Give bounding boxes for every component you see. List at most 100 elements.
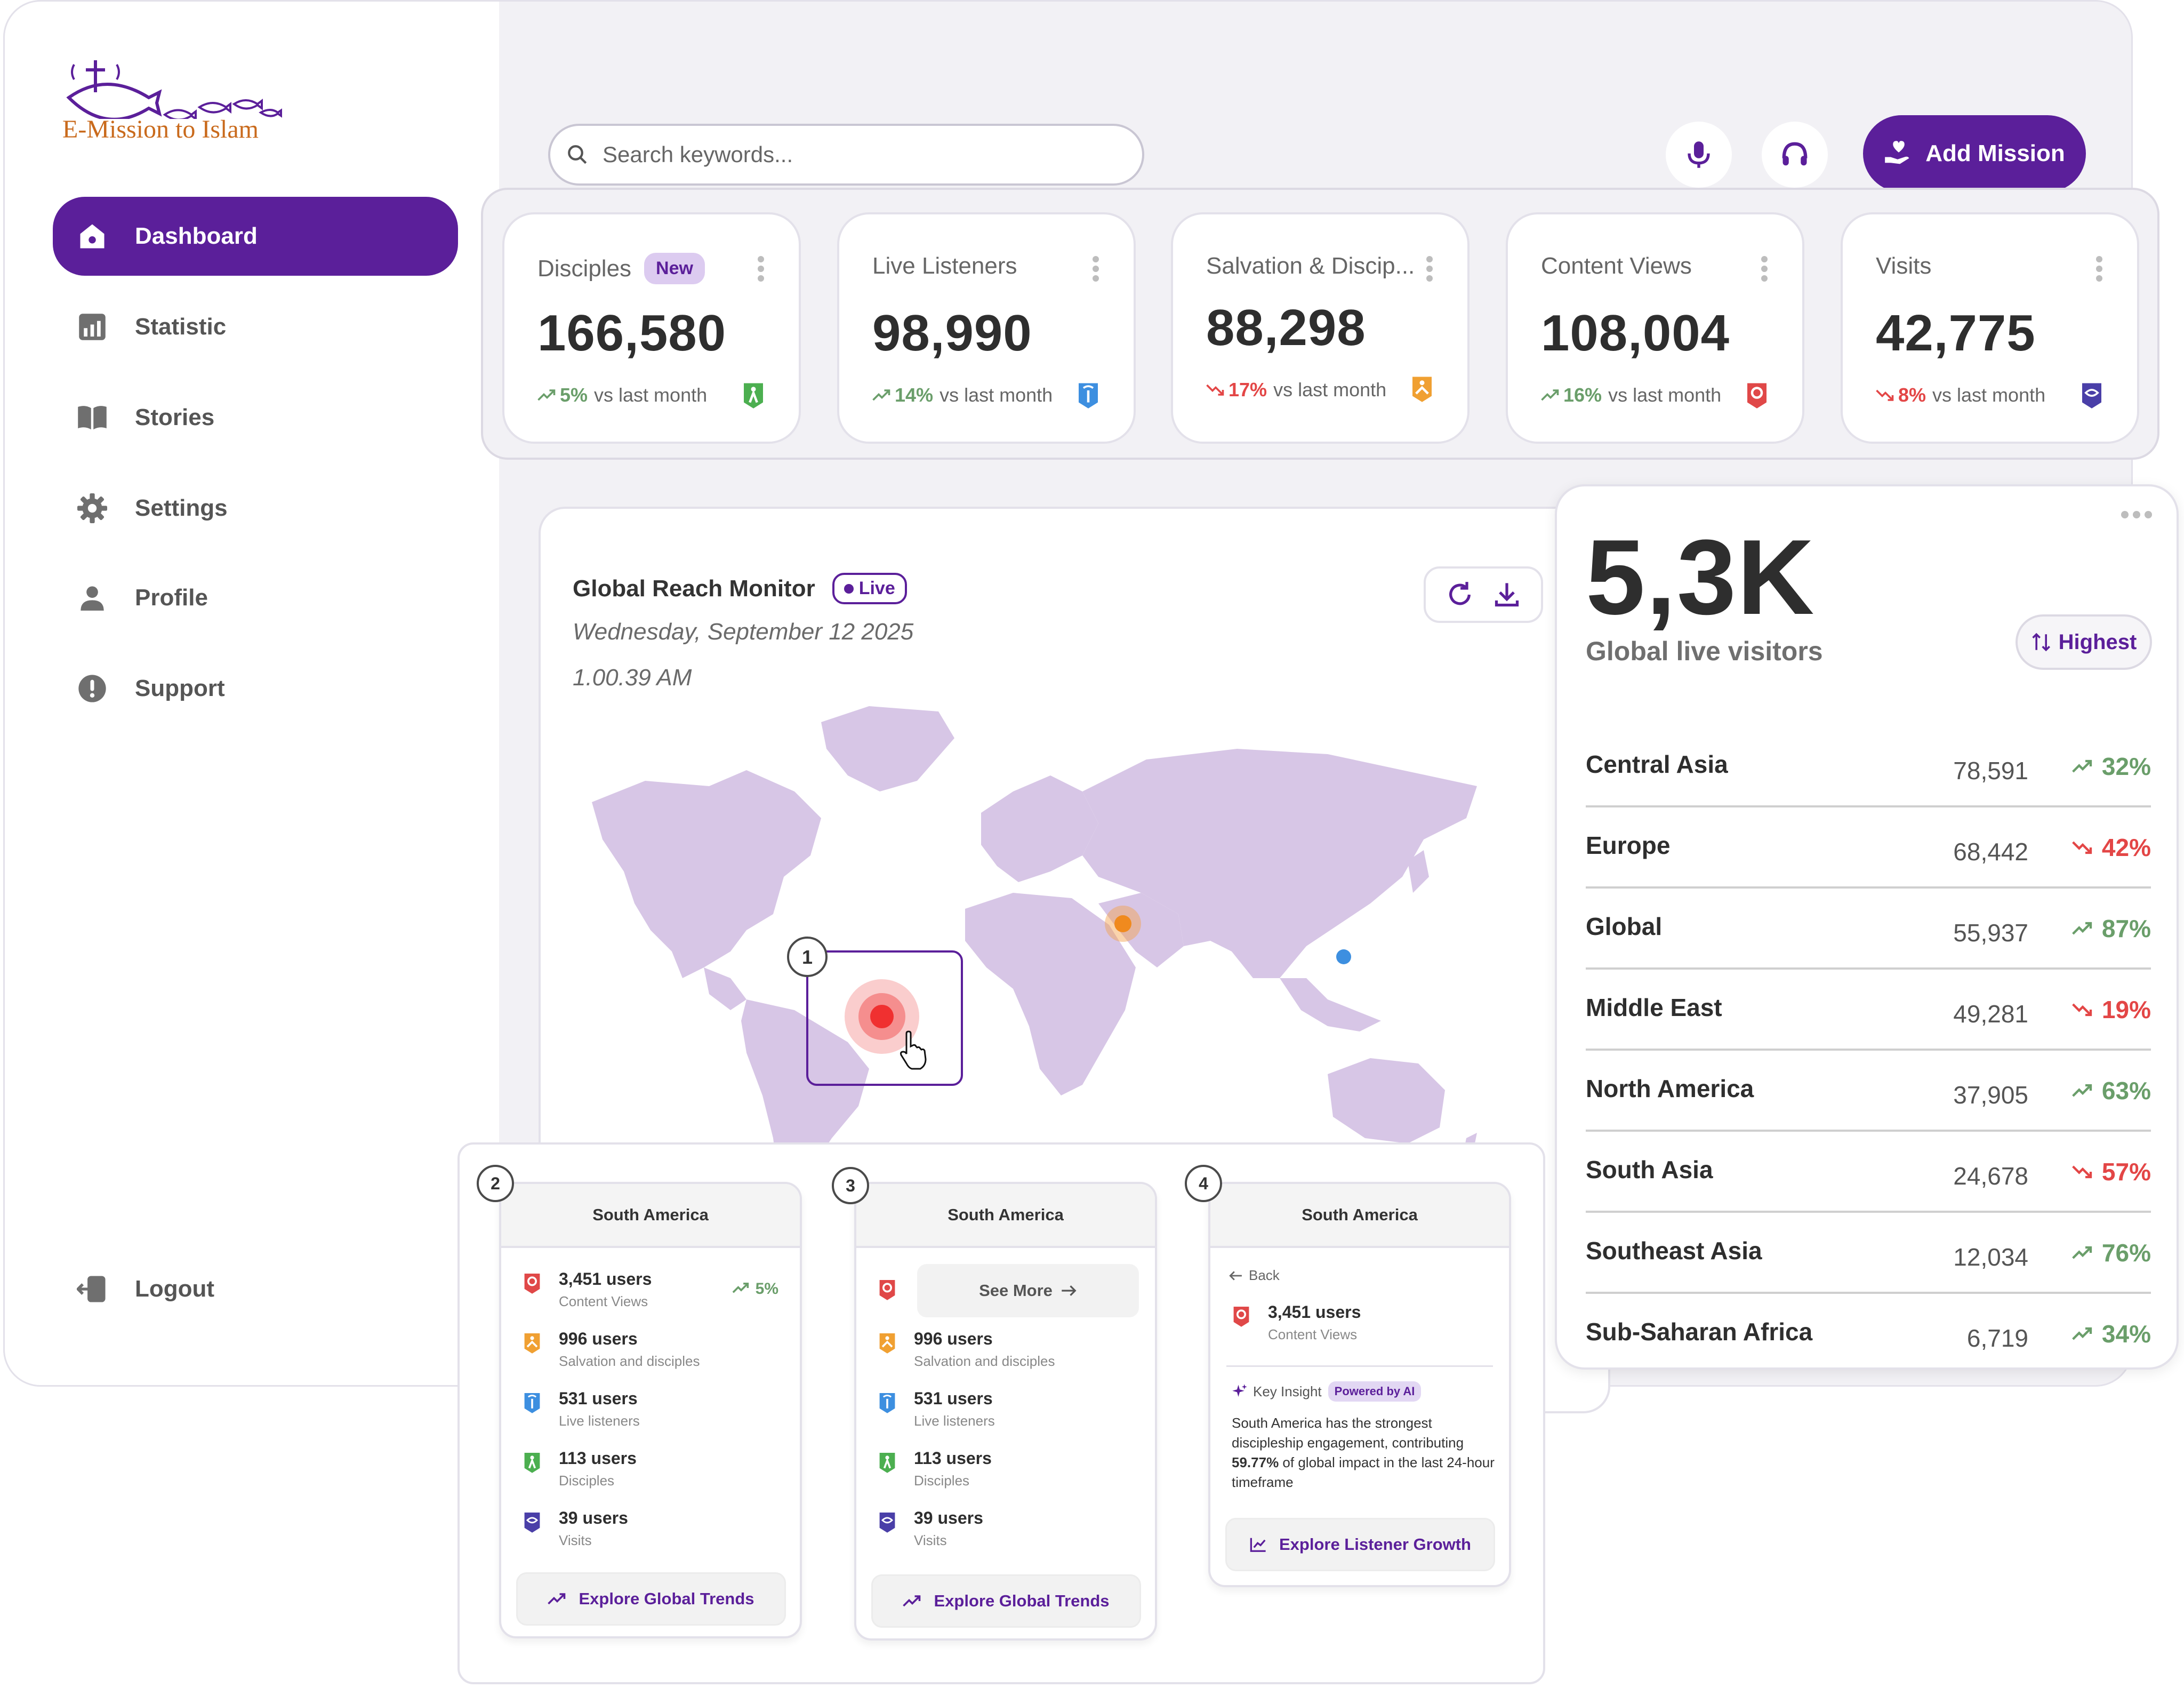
search-bar[interactable]: [548, 124, 1144, 186]
step-1-badge: 1: [787, 937, 828, 977]
stat-change: 16%: [1563, 384, 1602, 406]
region-row[interactable]: South Asia 24,678 57%: [1586, 1132, 2151, 1213]
metric-label: Salvation and disciples: [914, 1353, 1055, 1369]
sidebar-item-label: Settings: [135, 495, 228, 521]
sidebar-item-stories[interactable]: Stories: [53, 378, 458, 457]
refresh-icon[interactable]: [1446, 581, 1474, 609]
more-options-icon[interactable]: [757, 256, 765, 282]
headphones-icon: [1782, 142, 1808, 166]
metric-label: Visits: [559, 1532, 592, 1548]
metric-value: 531 users: [914, 1389, 993, 1408]
insight-text: South America has the strongest disciple…: [1232, 1413, 1498, 1492]
sparkle-icon: [1232, 1384, 1247, 1397]
asia-shape: [1082, 749, 1477, 978]
stat-change: 8%: [1898, 384, 1926, 406]
region-count: 55,937: [1953, 919, 2028, 947]
world-map[interactable]: 1: [571, 701, 1509, 1234]
region-row[interactable]: Global 55,937 87%: [1586, 889, 2151, 970]
metric-value: 3,451 users: [1268, 1302, 1361, 1322]
stat-card-live-listeners[interactable]: Live Listeners 98,990 14% vs last month: [837, 212, 1136, 444]
sort-icon: [2032, 633, 2050, 652]
salvation-icon: [524, 1333, 540, 1354]
greenland-shape: [821, 706, 954, 791]
sidebar-item-settings[interactable]: Settings: [53, 469, 458, 548]
insight-text-before: South America has the strongest disciple…: [1232, 1415, 1464, 1451]
metric-visits: 39 users Visits: [878, 1508, 983, 1549]
back-label: Back: [1249, 1267, 1280, 1283]
metric-label: Salvation and disciples: [559, 1353, 700, 1369]
stat-trend: 17% vs last month: [1206, 379, 1386, 401]
stat-title: Content Views: [1541, 253, 1692, 279]
region-change-value: 63%: [2101, 1077, 2151, 1105]
sidebar-item-profile[interactable]: Profile: [53, 558, 458, 637]
region-change-value: 42%: [2101, 834, 2151, 861]
trend-down-icon: [2072, 1003, 2092, 1017]
key-insight-label: Key Insight: [1253, 1383, 1322, 1399]
region-name: Global: [1586, 913, 1663, 940]
region-row[interactable]: Southeast Asia 12,034 76%: [1586, 1213, 2151, 1294]
arrow-left-icon: [1229, 1270, 1242, 1281]
orange-hotspot-marker[interactable]: [1105, 906, 1141, 942]
microphone-button[interactable]: [1666, 122, 1732, 188]
region-card-title: South America: [856, 1184, 1155, 1248]
region-row[interactable]: Middle East 49,281 19%: [1586, 970, 2151, 1051]
region-name: Southeast Asia: [1586, 1237, 1762, 1265]
logout-button[interactable]: Logout: [53, 1250, 458, 1329]
blue-hotspot-marker[interactable]: [1336, 949, 1351, 964]
stat-trend: 14% vs last month: [872, 384, 1053, 406]
region-card-title: South America: [501, 1184, 800, 1248]
user-icon: [76, 582, 108, 614]
more-options-icon[interactable]: [1092, 256, 1099, 282]
central-america-shape: [704, 967, 746, 1010]
alert-icon: [76, 673, 108, 705]
download-icon[interactable]: [1493, 581, 1521, 609]
region-row[interactable]: Europe 68,442 42%: [1586, 807, 2151, 889]
stat-card-salvation[interactable]: Salvation & Discip... 88,298 17% vs last…: [1171, 212, 1470, 444]
stat-card-content-views[interactable]: Content Views 108,004 16% vs last month: [1506, 212, 1804, 444]
more-options-icon[interactable]: [1761, 256, 1768, 282]
stat-title: Visits: [1876, 253, 1932, 279]
listeners-icon: [524, 1393, 540, 1413]
metric-value: 996 users: [559, 1329, 638, 1348]
stat-change-suffix: vs last month: [1273, 379, 1387, 401]
more-options-icon[interactable]: [2095, 256, 2103, 282]
metric-value: 113 users: [559, 1449, 637, 1468]
search-input[interactable]: [603, 142, 1082, 167]
stat-change-suffix: vs last month: [1932, 384, 2046, 406]
region-row[interactable]: Central Asia 78,591 32%: [1586, 726, 2151, 807]
content-views-icon: [879, 1280, 895, 1300]
region-count: 6,719: [1966, 1324, 2028, 1352]
sidebar-item-support[interactable]: Support: [53, 649, 458, 728]
region-name: Europe: [1586, 831, 1671, 859]
more-options-icon[interactable]: [1426, 256, 1433, 282]
sort-highest-button[interactable]: Highest: [2016, 614, 2152, 670]
south-america-selection-box[interactable]: [806, 950, 963, 1086]
stat-card-disciples[interactable]: Disciples New 166,580 5% vs last month: [502, 212, 801, 444]
more-options-icon[interactable]: [2121, 511, 2152, 518]
trend-up-icon: [2072, 1327, 2092, 1340]
explore-global-trends-button[interactable]: Explore Global Trends: [516, 1572, 786, 1626]
listeners-icon: [1079, 383, 1098, 409]
trend-up-icon: [537, 389, 556, 401]
stat-card-visits[interactable]: Visits 42,775 8% vs last month: [1841, 212, 2139, 444]
region-row[interactable]: North America 37,905 63%: [1586, 1051, 2151, 1132]
metric-change: 5%: [732, 1280, 778, 1298]
metric-label: Content Views: [1268, 1326, 1358, 1342]
sidebar-item-statistic[interactable]: Statistic: [53, 287, 458, 366]
metric-label: Visits: [914, 1532, 947, 1548]
global-visitors-card: 5,3K Global live visitors Highest Centra…: [1555, 484, 2179, 1370]
back-link[interactable]: Back: [1228, 1267, 1280, 1284]
see-more-button[interactable]: See More: [917, 1264, 1139, 1317]
japan-shape: [1408, 850, 1429, 893]
region-row[interactable]: Sub-Saharan Africa 6,719 34%: [1586, 1294, 2151, 1375]
sidebar-item-dashboard[interactable]: Dashboard: [53, 197, 458, 276]
chart-icon: [76, 311, 108, 343]
explore-listener-growth-button[interactable]: Explore Listener Growth: [1225, 1518, 1495, 1571]
explore-global-trends-button[interactable]: Explore Global Trends: [871, 1574, 1141, 1628]
headphones-button[interactable]: [1762, 122, 1828, 188]
add-mission-button[interactable]: Add Mission: [1863, 115, 2086, 192]
red-hotspot-marker[interactable]: [845, 979, 919, 1054]
metric-content-views: 3,451 users Content Views: [1232, 1302, 1361, 1343]
metric-value: 996 users: [914, 1329, 993, 1348]
step-2-badge: 2: [477, 1165, 514, 1202]
